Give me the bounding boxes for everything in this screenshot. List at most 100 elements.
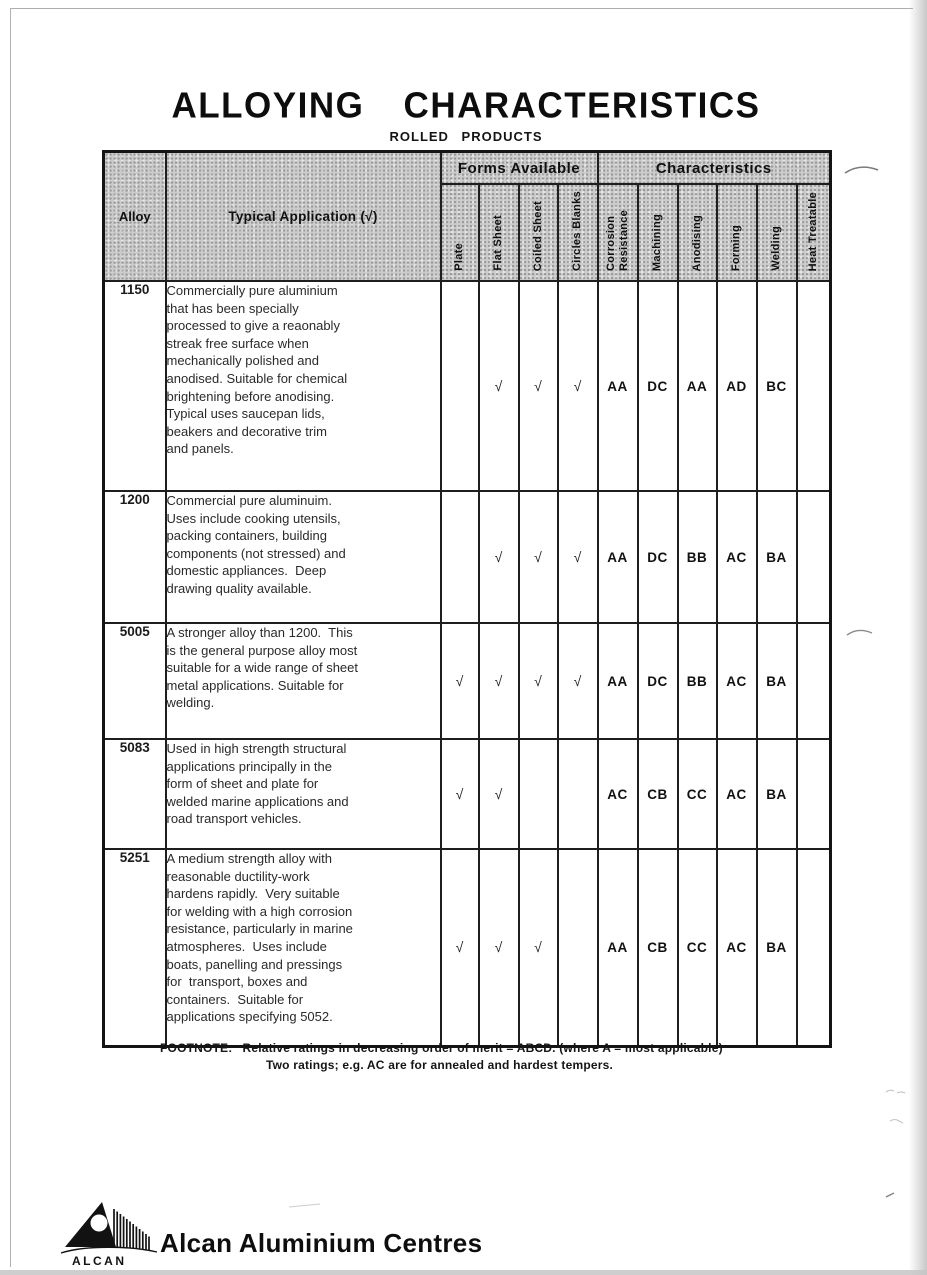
cell-circles-blanks xyxy=(556,738,599,850)
col-header-application: Typical Application (√) xyxy=(164,150,442,282)
cell-anodising: BB xyxy=(676,490,718,624)
col-header-coiled-sheet: Coiled Sheet xyxy=(517,183,559,282)
pen-mark-top-right xyxy=(844,166,879,174)
group-header-characteristics: Characteristics xyxy=(596,150,832,185)
cell-corrosion-resistance: AA xyxy=(596,848,639,1047)
cell-plate: √ xyxy=(439,622,480,740)
col-header-corrosion-resistance: Corrosion Resistance xyxy=(596,183,639,282)
smudge-mark-4 xyxy=(288,1203,321,1208)
cell-flat-sheet: √ xyxy=(477,280,520,492)
footnote-label: FOOTNOTE: xyxy=(160,1041,233,1055)
cell-plate xyxy=(439,490,480,624)
footnote: FOOTNOTE: Relative ratings in decreasing… xyxy=(160,1040,840,1074)
cell-machining: DC xyxy=(636,490,679,624)
cell-flat-sheet: √ xyxy=(477,848,520,1047)
cell-flat-sheet: √ xyxy=(477,622,520,740)
cell-plate: √ xyxy=(439,848,480,1047)
col-header-label: Coiled Sheet xyxy=(531,200,544,271)
application-cell: Used in high strength structural applica… xyxy=(164,738,442,850)
col-header-forming: Forming xyxy=(715,183,758,282)
cell-plate xyxy=(439,280,480,492)
table-row-5005: 5005 A stronger alloy than 1200. This is… xyxy=(102,622,832,740)
application-cell: A stronger alloy than 1200. This is the … xyxy=(164,622,442,740)
application-cell: Commercially pure aluminium that has bee… xyxy=(164,280,442,492)
cell-forming: AC xyxy=(715,622,758,740)
cell-welding: BA xyxy=(755,738,798,850)
alcan-logo-swoosh xyxy=(60,1246,158,1254)
col-header-label: Machining xyxy=(651,213,664,271)
cell-flat-sheet: √ xyxy=(477,738,520,850)
group-header-forms-available: Forms Available xyxy=(439,150,599,185)
alloy-cell: 1200 xyxy=(102,490,167,624)
alloy-cell: 5251 xyxy=(102,848,167,1047)
cell-heat-treatable xyxy=(795,490,832,624)
alloy-characteristics-table: Alloy Typical Application (√) Forms Avai… xyxy=(102,150,833,1048)
cell-forming: AD xyxy=(715,280,758,492)
smudge-mark-1 xyxy=(885,1089,906,1094)
cell-circles-blanks: √ xyxy=(556,622,599,740)
cell-machining: CB xyxy=(636,848,679,1047)
pen-mark-middle-right xyxy=(846,629,873,636)
cell-forming: AC xyxy=(715,738,758,850)
table-row-5083: 5083 Used in high strength structural ap… xyxy=(102,738,832,850)
col-header-label: Circles Blanks xyxy=(571,190,583,271)
alcan-logo: ALCAN xyxy=(60,1202,158,1268)
alcan-logo-circle xyxy=(90,1214,108,1232)
alloy-cell: 5083 xyxy=(102,738,167,850)
cell-corrosion-resistance: AA xyxy=(596,622,639,740)
cell-coiled-sheet: √ xyxy=(517,848,559,1047)
application-cell: Commercial pure aluminuim. Uses include … xyxy=(164,490,442,624)
page-scan-right-edge xyxy=(909,0,927,1275)
cell-welding: BA xyxy=(755,622,798,740)
cell-anodising: AA xyxy=(676,280,718,492)
col-header-heat-treatable: Heat Treatable xyxy=(795,183,832,282)
cell-welding: BC xyxy=(755,280,798,492)
cell-machining: DC xyxy=(636,280,679,492)
cell-heat-treatable xyxy=(795,848,832,1047)
cell-forming: AC xyxy=(715,848,758,1047)
table-row-1200: 1200 Commercial pure aluminuim. Uses inc… xyxy=(102,490,832,624)
col-header-welding: Welding xyxy=(755,183,798,282)
cell-welding: BA xyxy=(755,848,798,1047)
col-header-anodising: Anodising xyxy=(676,183,718,282)
cell-coiled-sheet: √ xyxy=(517,280,559,492)
cell-heat-treatable xyxy=(795,280,832,492)
footnote-line2: Two ratings; e.g. AC are for annealed an… xyxy=(266,1058,614,1072)
cell-circles-blanks: √ xyxy=(556,280,599,492)
col-header-machining: Machining xyxy=(636,183,679,282)
page-title: ALLOYING CHARACTERISTICS xyxy=(171,85,761,126)
cell-machining: CB xyxy=(636,738,679,850)
col-header-label: Forming xyxy=(730,224,743,271)
alcan-logo-text: ALCAN xyxy=(72,1254,127,1268)
table-row-1150: 1150 Commercially pure aluminium that ha… xyxy=(102,280,832,492)
cell-heat-treatable xyxy=(795,738,832,850)
cell-circles-blanks xyxy=(556,848,599,1047)
alloy-cell: 1150 xyxy=(102,280,167,492)
brand-name: Alcan Aluminium Centres xyxy=(160,1228,483,1258)
table-group-header-row: Alloy Typical Application (√) Forms Avai… xyxy=(102,150,832,282)
table-row-5251: 5251 A medium strength alloy with reason… xyxy=(102,848,832,1047)
alloy-cell: 5005 xyxy=(102,622,167,740)
cell-welding: BA xyxy=(755,490,798,624)
cell-heat-treatable xyxy=(795,622,832,740)
cell-anodising: CC xyxy=(676,848,718,1047)
cell-machining: DC xyxy=(636,622,679,740)
cell-circles-blanks: √ xyxy=(556,490,599,624)
page-scan-bottom-edge xyxy=(0,1270,927,1275)
col-header-circles-blanks: Circles Blanks xyxy=(556,183,599,282)
smudge-mark-3 xyxy=(885,1192,895,1198)
alcan-logo-hatch-lines xyxy=(113,1209,150,1250)
cell-flat-sheet: √ xyxy=(477,490,520,624)
col-header-label: Flat Sheet xyxy=(492,215,504,271)
page-subtitle: ROLLED PRODUCTS xyxy=(389,129,543,144)
col-header-flat-sheet: Flat Sheet xyxy=(477,183,520,282)
cell-corrosion-resistance: AA xyxy=(596,280,639,492)
cell-corrosion-resistance: AA xyxy=(596,490,639,624)
cell-coiled-sheet xyxy=(517,738,559,850)
cell-coiled-sheet: √ xyxy=(517,622,559,740)
col-header-plate: Plate xyxy=(439,183,480,282)
cell-anodising: CC xyxy=(676,738,718,850)
footnote-line1: Relative ratings in decreasing order of … xyxy=(242,1041,723,1055)
alcan-logo-triangle xyxy=(65,1202,116,1247)
